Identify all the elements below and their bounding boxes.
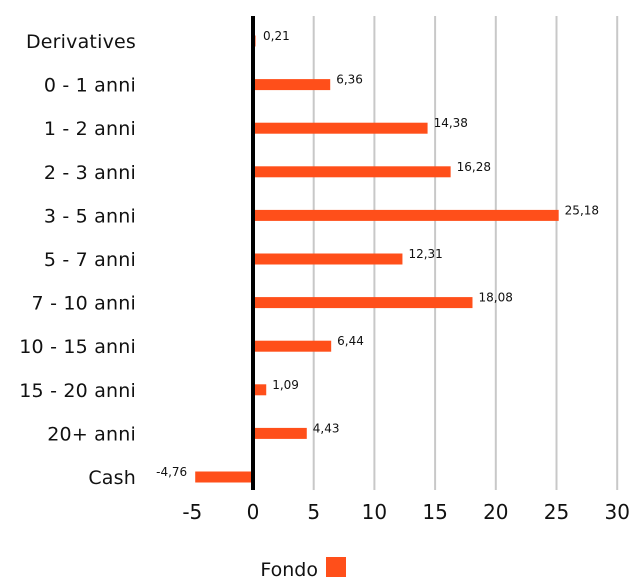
bars <box>195 35 559 483</box>
data-label: -4,76 <box>156 465 187 479</box>
category-label: 1 - 2 anni <box>44 118 136 140</box>
category-label: 20+ anni <box>47 423 136 445</box>
category-label: 7 - 10 anni <box>32 293 136 315</box>
data-label: 14,38 <box>434 116 468 130</box>
category-label: 15 - 20 anni <box>19 380 136 402</box>
bar <box>253 253 403 265</box>
category-label: 2 - 3 anni <box>44 162 136 184</box>
bar <box>253 384 267 396</box>
category-label: 10 - 15 anni <box>19 336 136 358</box>
bar <box>253 297 473 309</box>
x-tick-label: -5 <box>182 500 202 524</box>
x-tick-label: 15 <box>422 500 447 524</box>
category-label: Cash <box>88 467 136 489</box>
legend: Fondo <box>260 557 346 581</box>
bar <box>253 209 559 221</box>
data-label: 25,18 <box>565 203 599 217</box>
x-tick-label: 10 <box>362 500 387 524</box>
category-label: 5 - 7 anni <box>44 249 136 271</box>
data-label: 4,43 <box>313 421 340 435</box>
bar <box>253 79 331 91</box>
data-labels: 0,21 6,36 14,38 16,28 25,18 12,31 18,08 6,44 1,0… <box>156 29 599 479</box>
x-tick-label: 0 <box>247 500 260 524</box>
x-tick-label: 20 <box>483 500 508 524</box>
category-labels: Derivatives 0 - 1 anni 1 - 2 anni 2 - 3 ann… <box>19 31 136 489</box>
bar <box>253 427 307 439</box>
x-tick-label: 30 <box>604 500 629 524</box>
data-label: 12,31 <box>408 247 442 261</box>
data-label: 6,36 <box>336 73 363 87</box>
data-label: 6,44 <box>337 334 364 348</box>
data-label: 18,08 <box>478 291 512 305</box>
bar <box>195 471 253 483</box>
legend-label: Fondo <box>260 559 318 581</box>
gridlines <box>312 16 619 490</box>
category-label: 3 - 5 anni <box>44 205 136 227</box>
bar <box>253 122 428 134</box>
category-label: Derivatives <box>26 31 136 53</box>
x-tick-label: 5 <box>307 500 320 524</box>
data-label: 16,28 <box>457 160 491 174</box>
bar <box>253 340 332 352</box>
bar <box>253 166 451 178</box>
data-label: 1,09 <box>272 378 299 392</box>
category-label: 0 - 1 anni <box>44 75 136 97</box>
legend-swatch <box>326 557 346 577</box>
x-tick-label: 25 <box>544 500 569 524</box>
x-tick-labels: -5 0 5 10 15 20 25 30 <box>182 500 630 524</box>
data-label: 0,21 <box>263 29 290 43</box>
